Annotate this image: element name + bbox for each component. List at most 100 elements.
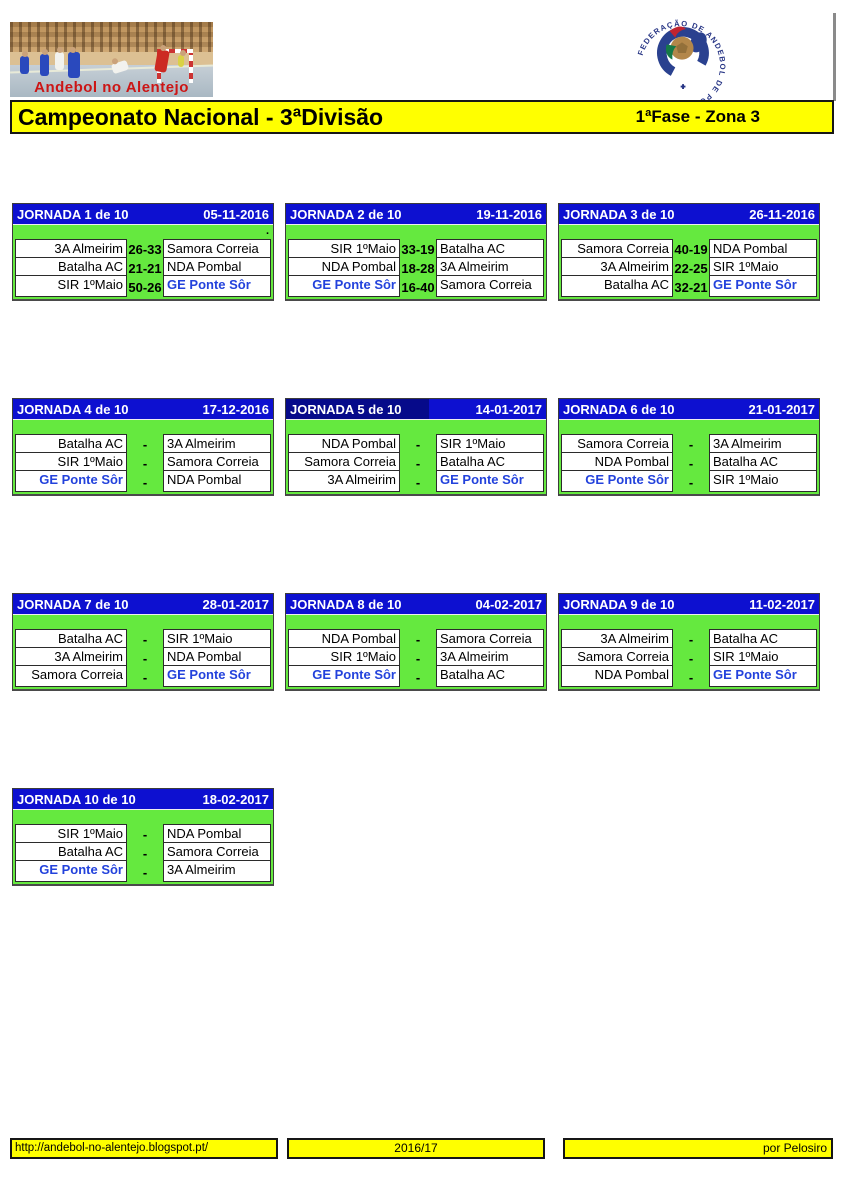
away-team: 3A Almeirim (167, 862, 236, 877)
referee-yellow (178, 50, 186, 67)
match-score: - (688, 632, 694, 647)
away-column: Batalha AC 3A Almeirim Samora Correia (436, 239, 544, 297)
jornada-note-strip (13, 810, 273, 824)
match-score: - (415, 437, 421, 452)
match-score: 18-28 (401, 261, 435, 276)
score-column: - - - (400, 434, 436, 492)
player-blue-24 (68, 47, 80, 78)
player-blue (40, 49, 49, 76)
jornada-header: JORNADA 2 de 10 19-11-2016 (286, 204, 546, 225)
jornada-header: JORNADA 10 de 10 18-02-2017 (13, 789, 273, 810)
jornada-note: . (265, 225, 269, 237)
away-column: Samora Correia 3A Almeirim Batalha AC (436, 629, 544, 687)
jornada-6-card: JORNADA 6 de 10 21-01-2017 Samora Correi… (558, 398, 820, 496)
match-list: SIR 1ºMaio NDA Pombal GE Ponte Sôr 33-19… (286, 239, 546, 299)
away-team: NDA Pombal (164, 825, 270, 843)
away-column: NDA Pombal SIR 1ºMaio GE Ponte Sôr (709, 239, 817, 297)
jornada-note-strip (13, 615, 273, 629)
match-score: - (142, 827, 148, 842)
score-column: 33-19 18-28 16-40 (400, 239, 436, 297)
match-score: 26-33 (128, 242, 162, 257)
jornada-header-selected: JORNADA 5 de 10 14-01-2017 (286, 399, 546, 420)
jornada-5-card: JORNADA 5 de 10 14-01-2017 NDA Pombal Sa… (285, 398, 547, 496)
home-team: Samora Correia (562, 240, 672, 258)
home-team: GE Ponte Sôr (585, 472, 669, 487)
home-team: GE Ponte Sôr (39, 862, 123, 877)
home-team: Batalha AC (603, 277, 669, 292)
match-score: - (688, 670, 694, 685)
home-team: GE Ponte Sôr (39, 472, 123, 487)
home-team: NDA Pombal (594, 667, 669, 682)
score-column: - - - (127, 434, 163, 492)
home-column: Samora Correia NDA Pombal GE Ponte Sôr (561, 434, 673, 492)
match-score: - (415, 670, 421, 685)
masthead-photo: Andebol no Alentejo (10, 22, 213, 97)
jornada-title: JORNADA 2 de 10 (290, 206, 402, 222)
away-column: 3A Almeirim Samora Correia NDA Pombal (163, 434, 271, 492)
jornada-title: JORNADA 8 de 10 (290, 596, 402, 612)
match-score: - (415, 651, 421, 666)
jornada-10-card: JORNADA 10 de 10 18-02-2017 SIR 1ºMaio B… (12, 788, 274, 886)
match-score: - (142, 437, 148, 452)
jornada-1-card: JORNADA 1 de 10 05-11-2016 . 3A Almeirim… (12, 203, 274, 301)
photo-stands (10, 22, 213, 52)
away-team: NDA Pombal (164, 648, 270, 666)
jornada-4-card: JORNADA 4 de 10 17-12-2016 Batalha AC SI… (12, 398, 274, 496)
home-team: Batalha AC (16, 258, 126, 276)
away-column: NDA Pombal Samora Correia 3A Almeirim (163, 824, 271, 882)
jornada-note-strip (286, 615, 546, 629)
home-team: SIR 1ºMaio (16, 453, 126, 471)
score-column: - - - (400, 629, 436, 687)
home-team: 3A Almeirim (562, 258, 672, 276)
match-list: Samora Correia 3A Almeirim Batalha AC 40… (559, 239, 819, 299)
away-team: Batalha AC (440, 667, 506, 682)
jornada-date: 11-02-2017 (749, 596, 815, 612)
home-team: Samora Correia (289, 453, 399, 471)
match-score: - (142, 846, 148, 861)
jornada-date: 05-11-2016 (203, 206, 269, 222)
home-team: Samora Correia (31, 667, 123, 682)
jornada-title: JORNADA 5 de 10 (290, 401, 402, 417)
jornada-date: 19-11-2016 (476, 206, 542, 222)
jornada-date: 26-11-2016 (749, 206, 815, 222)
away-team: Samora Correia (440, 277, 532, 292)
jornada-title: JORNADA 3 de 10 (563, 206, 675, 222)
jornada-header: JORNADA 6 de 10 21-01-2017 (559, 399, 819, 420)
score-column: 26-33 21-21 50-26 (127, 239, 163, 297)
jornada-date: 18-02-2017 (202, 791, 270, 807)
away-team: GE Ponte Sôr (713, 277, 797, 292)
jornada-header: JORNADA 9 de 10 11-02-2017 (559, 594, 819, 615)
away-team: GE Ponte Sôr (167, 667, 251, 682)
jornada-header: JORNADA 3 de 10 26-11-2016 (559, 204, 819, 225)
jornada-note-strip (286, 420, 546, 434)
home-team: GE Ponte Sôr (312, 277, 396, 292)
jornada-title: JORNADA 9 de 10 (563, 596, 675, 612)
match-score: - (688, 437, 694, 452)
jornada-note-strip (286, 225, 546, 239)
blog-title: Andebol no Alentejo (34, 79, 189, 96)
home-column: Samora Correia 3A Almeirim Batalha AC (561, 239, 673, 297)
match-score: 21-21 (128, 261, 162, 276)
away-team: SIR 1ºMaio (710, 258, 816, 276)
home-team: NDA Pombal (562, 453, 672, 471)
jornada-title: JORNADA 10 de 10 (17, 791, 136, 807)
jornada-title: JORNADA 1 de 10 (17, 206, 129, 222)
match-list: SIR 1ºMaio Batalha AC GE Ponte Sôr - - -… (13, 824, 273, 884)
footer-blog-url[interactable]: http://andebol-no-alentejo.blogspot.pt/ (10, 1138, 278, 1159)
score-column: - - - (127, 824, 163, 882)
match-score: - (142, 632, 148, 647)
jornada-2-card: JORNADA 2 de 10 19-11-2016 SIR 1ºMaio ND… (285, 203, 547, 301)
jornada-8-card: JORNADA 8 de 10 04-02-2017 NDA Pombal SI… (285, 593, 547, 691)
away-column: Batalha AC SIR 1ºMaio GE Ponte Sôr (709, 629, 817, 687)
match-score: 50-26 (128, 280, 162, 295)
match-score: - (415, 632, 421, 647)
home-column: NDA Pombal SIR 1ºMaio GE Ponte Sôr (288, 629, 400, 687)
away-team: 3A Almeirim (437, 648, 543, 666)
match-list: 3A Almeirim Samora Correia NDA Pombal - … (559, 629, 819, 689)
match-score: - (142, 865, 148, 880)
away-team: 3A Almeirim (710, 435, 816, 453)
score-column: - - - (673, 434, 709, 492)
away-team: 3A Almeirim (164, 435, 270, 453)
away-team: NDA Pombal (164, 258, 270, 276)
home-team: GE Ponte Sôr (312, 667, 396, 682)
